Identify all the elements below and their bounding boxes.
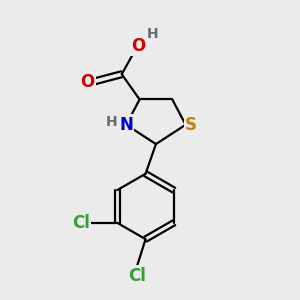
Text: H: H [106, 115, 117, 129]
Text: Cl: Cl [72, 214, 90, 232]
Text: O: O [80, 73, 95, 91]
Text: H: H [147, 27, 159, 41]
Text: Cl: Cl [128, 267, 146, 285]
Text: N: N [119, 116, 133, 134]
Text: O: O [131, 37, 145, 55]
Text: S: S [185, 116, 197, 134]
